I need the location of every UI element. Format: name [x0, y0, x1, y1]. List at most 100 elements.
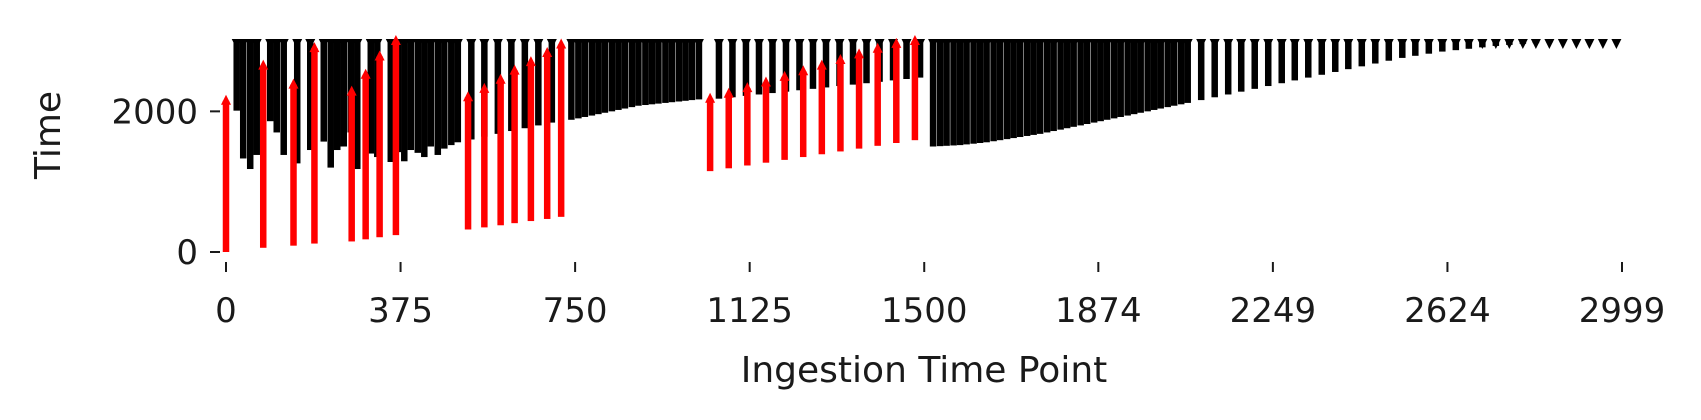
bar-marker-0-11 — [332, 39, 343, 50]
bar-0-5 — [273, 41, 280, 133]
bar-0-62 — [809, 41, 817, 89]
bar-1-3 — [311, 48, 318, 244]
bar-0-75 — [956, 41, 964, 146]
bar-0-80 — [990, 41, 997, 142]
bar-marker-1-4 — [346, 85, 357, 96]
bar-0-57 — [742, 41, 750, 96]
bar-0-49 — [662, 41, 669, 103]
bar-marker-0-124 — [1383, 39, 1394, 50]
bar-0-58 — [755, 41, 763, 95]
bar-0-9 — [320, 41, 327, 142]
bar-0-89 — [1050, 41, 1057, 132]
bar-marker-0-112 — [1223, 39, 1234, 50]
bar-0-41 — [608, 41, 616, 112]
bar-marker-0-58 — [753, 39, 764, 50]
bar-marker-0-41 — [606, 39, 617, 50]
bar-0-60 — [782, 41, 790, 92]
bar-0-125 — [1399, 41, 1406, 58]
bar-0-82 — [1003, 41, 1011, 140]
bar-0-25 — [441, 41, 448, 149]
bar-marker-0-76 — [961, 39, 972, 50]
bar-1-26 — [911, 41, 919, 141]
bar-0-92 — [1070, 41, 1077, 127]
bar-0-109 — [1184, 41, 1191, 103]
bar-marker-0-28 — [466, 39, 477, 50]
bar-marker-0-1 — [238, 39, 249, 50]
bar-marker-0-0 — [231, 39, 242, 50]
bar-marker-0-20 — [405, 39, 416, 50]
bar-marker-0-79 — [981, 39, 992, 50]
bar-marker-0-44 — [626, 39, 637, 50]
bar-marker-0-139 — [1584, 39, 1595, 50]
bar-1-22 — [837, 60, 844, 152]
y-tick-label-1: 2000 — [111, 92, 198, 132]
bar-marker-0-31 — [506, 39, 517, 50]
bar-marker-0-13 — [345, 39, 356, 50]
bar-marker-1-14 — [556, 38, 567, 49]
bar-0-72 — [936, 41, 944, 147]
bar-marker-1-2 — [288, 78, 299, 89]
bar-0-112 — [1224, 41, 1232, 95]
bar-1-18 — [762, 82, 770, 163]
bars — [221, 35, 1622, 252]
bar-marker-0-21 — [412, 39, 423, 50]
bar-marker-1-19 — [779, 70, 790, 81]
bar-0-95 — [1090, 41, 1098, 123]
bar-marker-0-130 — [1463, 39, 1474, 50]
bar-marker-0-78 — [975, 39, 986, 50]
bar-marker-0-80 — [988, 39, 999, 50]
bar-marker-0-65 — [848, 39, 859, 50]
bar-marker-0-22 — [419, 39, 430, 50]
bar-0-51 — [675, 41, 683, 102]
bar-marker-1-15 — [705, 92, 716, 103]
bar-marker-0-61 — [794, 39, 805, 50]
bar-marker-0-114 — [1249, 39, 1260, 50]
bar-marker-0-113 — [1236, 39, 1247, 50]
x-tick-label-7: 2624 — [1404, 291, 1491, 331]
bar-marker-0-52 — [680, 39, 691, 50]
bar-0-99 — [1117, 41, 1124, 117]
bar-0-27 — [454, 41, 462, 143]
bar-marker-1-23 — [854, 48, 865, 59]
bar-marker-0-108 — [1176, 39, 1187, 50]
bar-marker-0-34 — [546, 39, 557, 50]
bar-0-94 — [1083, 41, 1091, 125]
bar-0-76 — [963, 41, 970, 145]
bar-marker-0-77 — [968, 39, 979, 50]
bar-1-17 — [744, 88, 751, 166]
bar-marker-0-126 — [1410, 39, 1421, 50]
bar-0-117 — [1291, 41, 1299, 81]
bar-marker-0-46 — [640, 39, 651, 50]
x-tick-label-4: 1500 — [881, 291, 968, 331]
bar-marker-0-75 — [955, 39, 966, 50]
bar-0-85 — [1023, 41, 1031, 136]
bar-marker-0-38 — [586, 39, 597, 50]
bar-0-70 — [916, 41, 924, 78]
bar-marker-0-56 — [727, 39, 738, 50]
bar-marker-0-95 — [1089, 39, 1100, 50]
bar-marker-0-86 — [1028, 39, 1039, 50]
bar-marker-0-92 — [1068, 39, 1079, 50]
bar-marker-0-67 — [874, 39, 885, 50]
bar-1-23 — [855, 54, 863, 149]
bar-0-108 — [1177, 41, 1185, 105]
bar-0-86 — [1030, 41, 1037, 135]
bar-1-25 — [893, 43, 900, 143]
bar-marker-0-119 — [1316, 39, 1327, 50]
bar-marker-0-50 — [666, 39, 677, 50]
bar-marker-1-25 — [891, 37, 902, 48]
bar-marker-0-66 — [861, 39, 872, 50]
bar-marker-0-98 — [1109, 39, 1120, 50]
bar-0-61 — [796, 41, 803, 91]
bar-0-118 — [1305, 41, 1312, 78]
bar-0-97 — [1103, 41, 1111, 120]
bar-0-38 — [588, 41, 596, 116]
bar-0-79 — [983, 41, 990, 143]
bar-marker-1-17 — [742, 82, 753, 93]
bar-marker-0-84 — [1015, 39, 1026, 50]
bar-0-116 — [1278, 41, 1285, 84]
bar-marker-0-118 — [1303, 39, 1314, 50]
bar-1-2 — [290, 84, 297, 246]
bar-0-44 — [628, 41, 636, 108]
bar-0-122 — [1358, 41, 1366, 67]
